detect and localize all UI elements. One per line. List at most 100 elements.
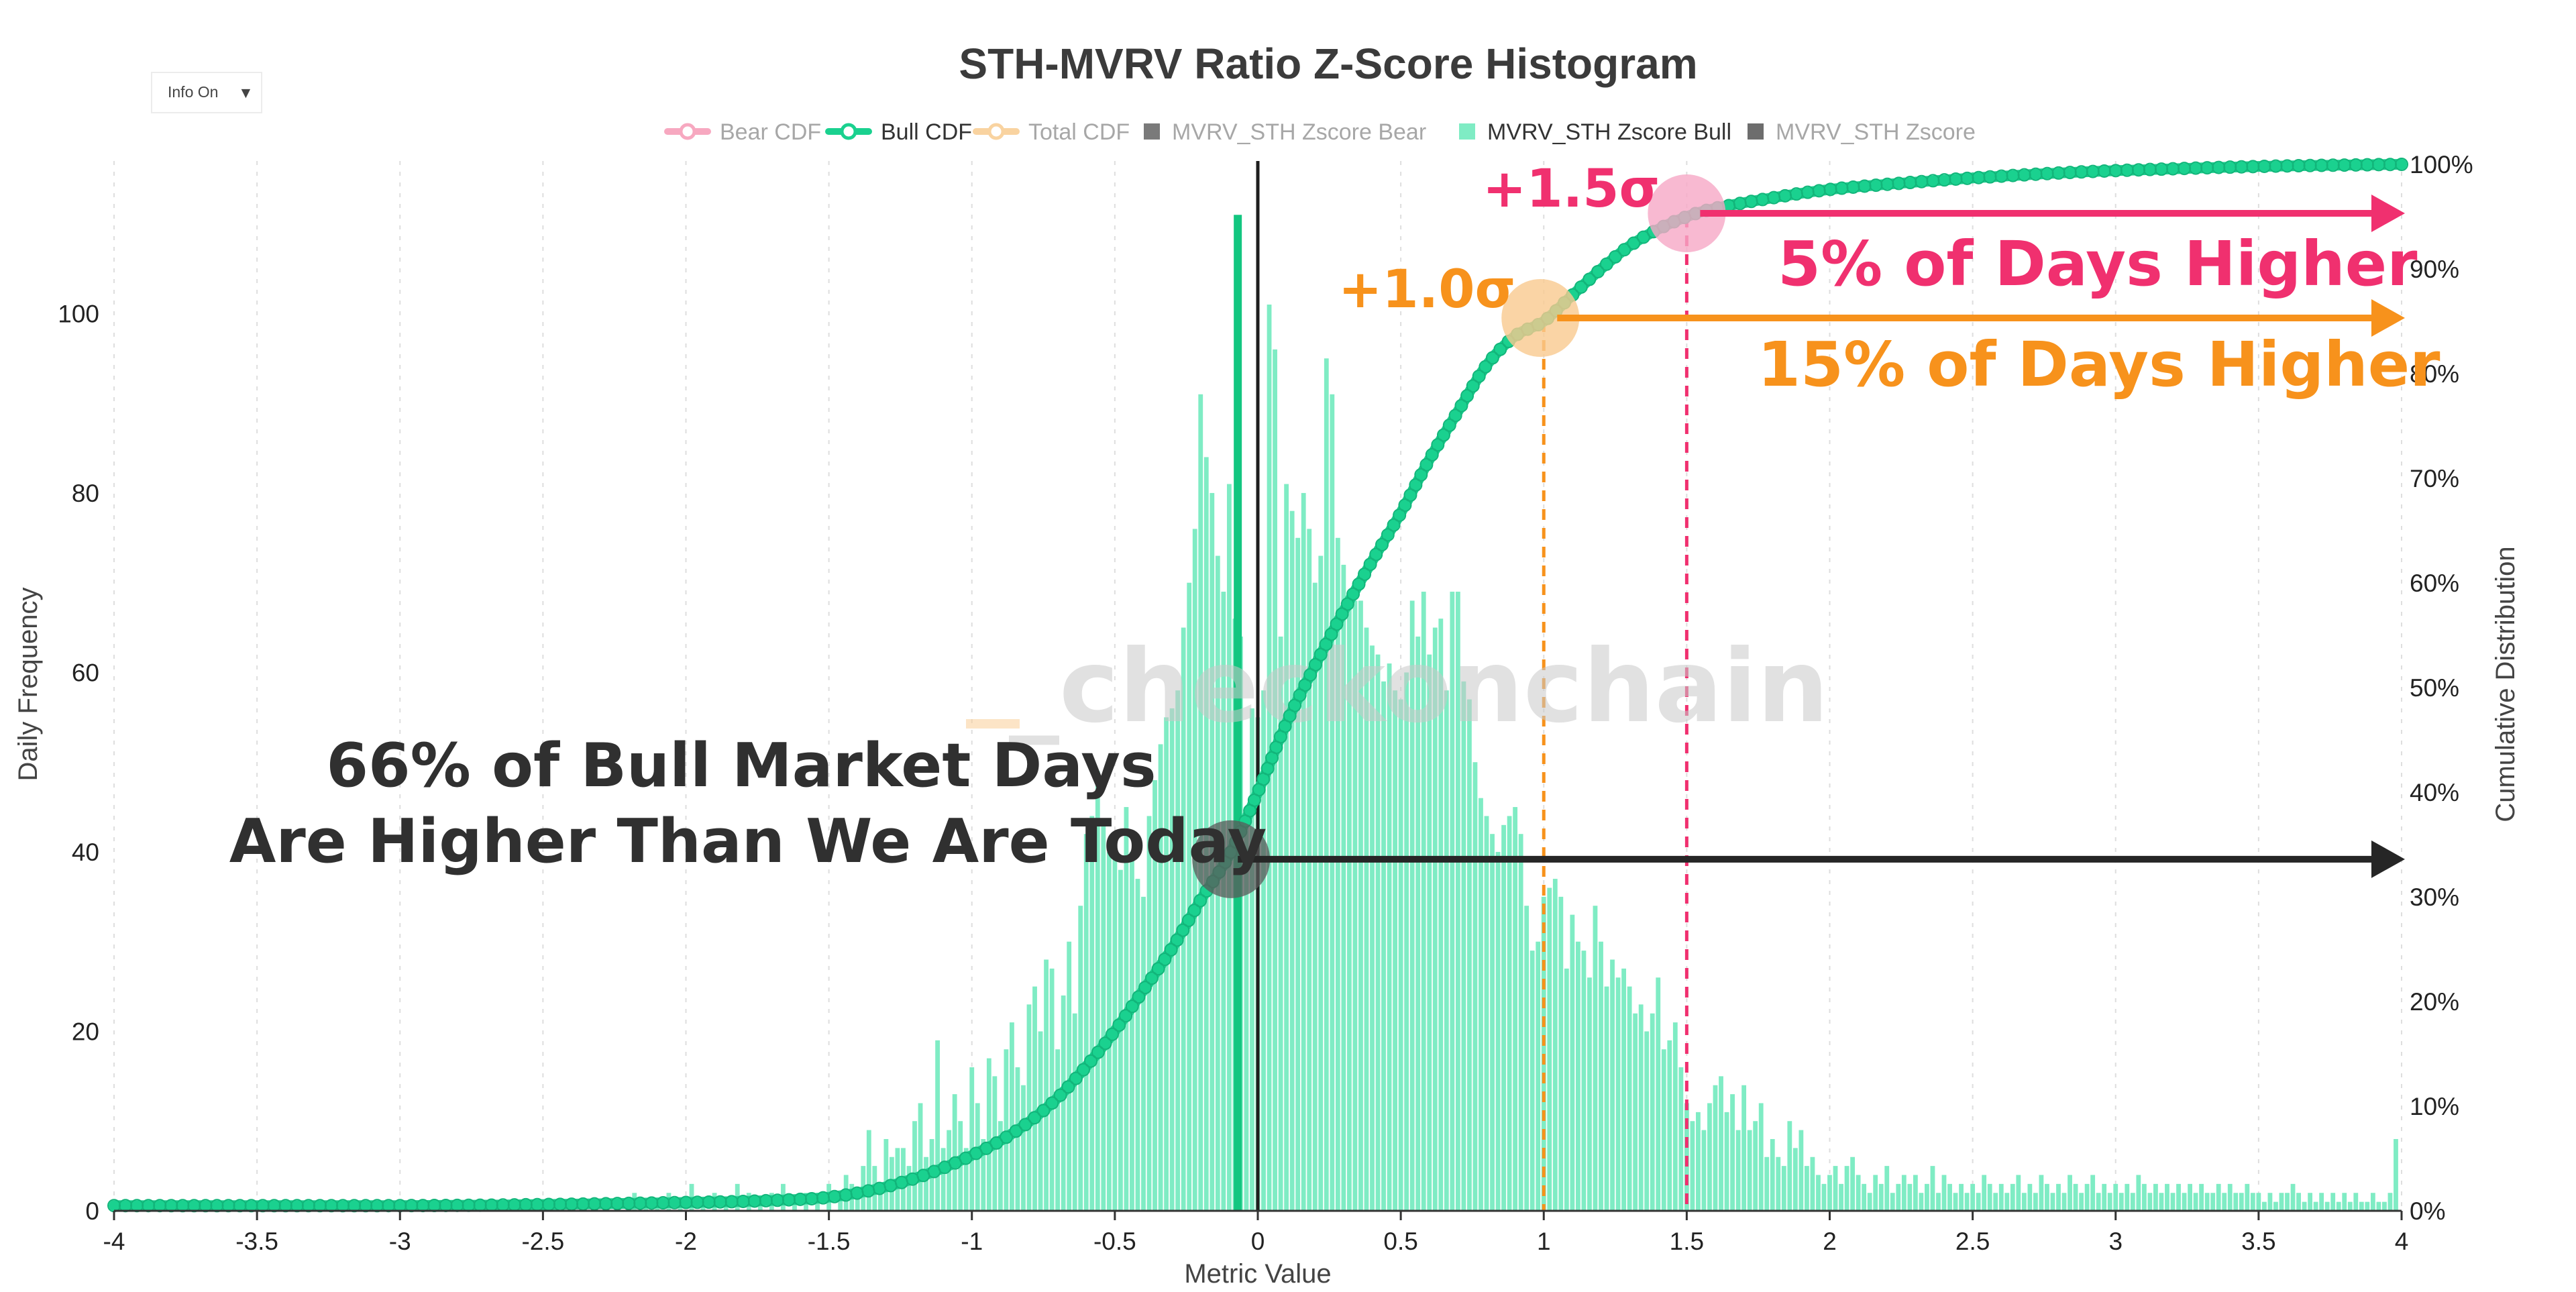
chart-gridlines [113,161,2402,1211]
histogram-bar-91 [1250,708,1254,1211]
bull-cdf-marker [1028,1111,1042,1125]
histogram-bar-186 [1792,1148,1798,1211]
bull-cdf-marker [1000,1130,1014,1144]
legend-label: MVRV_STH Zscore [1776,119,1976,145]
histogram-bar-244 [2125,1183,2130,1211]
histogram-bar-157 [1627,986,1632,1211]
legend-item-5[interactable]: MVRV_STH Zscore [1748,119,1976,145]
histogram-bar-160 [1644,1031,1650,1211]
bull-cdf-marker [1419,457,1434,472]
histogram-bar-279 [2324,1201,2330,1211]
histogram-bar-100 [1301,492,1306,1211]
x-tick-label-10: 1 [1537,1228,1551,1255]
histogram-bar-193 [1833,1166,1838,1211]
histogram-bar-170 [1701,1130,1707,1211]
histogram-bar-178 [1747,1130,1752,1211]
histogram-bar-256 [2193,1193,2198,1211]
histogram-bar-259 [2210,1193,2216,1211]
bull-cdf-marker [1608,250,1622,264]
histogram-bar-208 [1919,1193,1924,1211]
histogram-bar-218 [1976,1193,1981,1211]
histogram-bar-250 [2159,1193,2164,1211]
bull-cdf-marker [1119,1009,1133,1023]
histogram-bar-233 [2061,1193,2067,1211]
chart-title: STH-MVRV Ratio Z-Score Histogram [959,40,1697,88]
histogram-bar-262 [2227,1183,2233,1211]
histogram-bar-149 [1581,951,1587,1211]
bull-cdf-marker [1460,389,1474,403]
histogram-bar-281 [2336,1201,2341,1211]
info-dropdown[interactable]: Info On ▼ [151,72,262,113]
chart-ticks: -4 -3.5 -3 -2.5 -2 -1.5 -1 -0.5 0 0.5 1 1.5 2 2.5 3 3.5… [58,151,2473,1255]
histogram-bar-189 [1810,1156,1815,1211]
histogram-bar-172 [1713,1085,1718,1211]
bull-cdf-marker [1398,498,1412,513]
histogram-bar-158 [1633,1013,1638,1211]
histogram-bar-285 [2359,1201,2364,1211]
histogram-bar-152 [1599,941,1603,1211]
histogram-bar-175 [1730,1094,1735,1211]
legend-label: Bull CDF [881,119,972,145]
watermark-text: _checkonchain [1009,629,1829,745]
legend-item-1[interactable]: Bull CDF [825,119,972,145]
x-tick-label-6: -1 [961,1228,983,1255]
histogram-bar-55 [1044,959,1049,1211]
current-value-text-line-2: Are Higher Than We Are Today [229,806,1267,877]
bull-cdf-marker [1466,379,1480,393]
y2-tick-label-5: 50% [2410,674,2459,702]
histogram-bar-115 [1387,663,1392,1211]
histogram-bar-132 [1484,816,1489,1211]
histogram-bar-192 [1827,1175,1832,1211]
histogram-bar-173 [1719,1076,1723,1211]
histogram-bar-153 [1604,986,1609,1211]
legend-item-0[interactable]: Bear CDF [664,119,821,145]
bull-cdf-marker [1018,1118,1032,1132]
histogram-bar-247 [2141,1183,2147,1211]
plus-1-sigma-highlight [1501,279,1580,357]
histogram-bar-19 [838,1193,843,1211]
histogram-bar-147 [1570,914,1575,1211]
histogram-bar-113 [1375,654,1381,1211]
bull-cdf-marker [1045,1096,1059,1110]
bull-cdf-marker [1181,913,1195,927]
histogram-bar-209 [1925,1183,1929,1211]
legend-item-2[interactable]: Total CDF [973,119,1130,145]
histogram-bar-222 [1998,1183,2004,1211]
histogram-bar-187 [1799,1130,1804,1211]
histogram-bar-15 [792,1201,797,1211]
info-dropdown-box[interactable] [151,72,262,113]
histogram-bar-128 [1461,681,1466,1211]
histogram-bar-255 [2188,1183,2192,1211]
histogram-bar-214 [1953,1193,1958,1211]
histogram-bar-273 [2290,1183,2296,1211]
legend-item-3[interactable]: MVRV_STH Zscore Bear [1144,119,1426,145]
bull-cdf-marker [1091,1045,1105,1059]
x-tick-label-16: 4 [2395,1228,2409,1255]
histogram-bar-216 [1964,1193,1970,1211]
chart-legend: Bear CDF Bull CDF Total CDF MVRV_STH Zscore… [664,119,1976,145]
histogram-bar-159 [1638,1004,1644,1211]
y2-tick-label-10: 100% [2410,151,2473,178]
bull-cdf-marker [1352,577,1366,591]
histogram-bar-129 [1467,699,1472,1211]
histogram-bar-280 [2330,1193,2336,1211]
histogram-bar-269 [2267,1193,2273,1211]
histogram-bar-194 [1839,1183,1843,1211]
bull-cdf-marker [1448,409,1462,423]
histogram-bar-215 [1959,1183,1964,1211]
histogram-bar-96 [1278,636,1283,1211]
histogram-bar-77 [1169,708,1175,1211]
bull-cdf-marker [1176,923,1190,937]
legend-item-4[interactable]: MVRV_STH Zscore Bull [1459,119,1731,145]
histogram-bar-110 [1358,600,1363,1211]
bull-cdf-marker [1591,264,1605,278]
histogram-bar-80 [1187,582,1192,1211]
histogram-bar-176 [1735,1130,1741,1211]
histogram-bar-225 [2016,1175,2021,1211]
histogram-bar-48 [1004,1049,1009,1211]
histogram-bar-229 [2039,1175,2044,1211]
histogram-bar-227 [2027,1183,2033,1211]
histogram-bar-72 [1141,896,1146,1211]
histogram-bar-156 [1621,968,1627,1211]
histogram-bar-32 [912,1121,917,1211]
